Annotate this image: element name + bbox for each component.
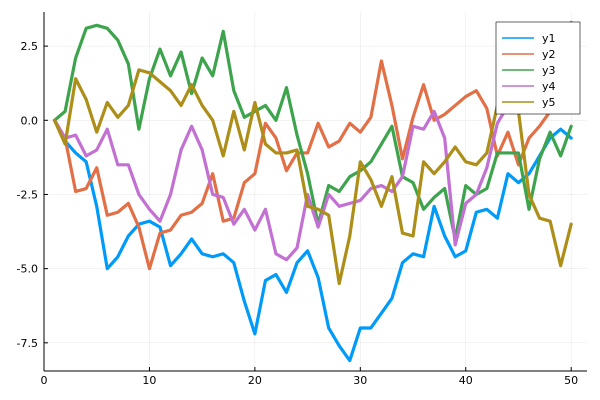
- series-line-y2: [52, 59, 573, 271]
- y-tick-label: -7.5: [17, 337, 38, 350]
- legend-box: [495, 21, 581, 115]
- legend-label-y2: y2: [542, 48, 556, 61]
- y-tick-label: 2.5: [21, 40, 39, 53]
- x-tick-label: 0: [41, 374, 48, 387]
- x-tick-label: 40: [459, 374, 473, 387]
- x-tick-label: 10: [142, 374, 156, 387]
- y-tick-label: 0.0: [21, 114, 39, 127]
- axes: 0 10 20 30 40 50 2.5 0.0 -2.5 -5.0 -7.5: [17, 12, 587, 387]
- legend-label-y4: y4: [542, 80, 556, 93]
- legend: y1 y2 y3 y4 y5: [495, 21, 581, 115]
- series-line-y1: [52, 118, 573, 363]
- series-group: [52, 20, 573, 363]
- series-line-y5: [52, 68, 573, 286]
- series-line-y4: [52, 20, 573, 262]
- x-tick-label: 50: [564, 374, 578, 387]
- legend-label-y3: y3: [542, 64, 556, 77]
- x-tick-label: 20: [248, 374, 262, 387]
- x-tick-label: 30: [353, 374, 367, 387]
- series-line-y3: [52, 23, 573, 241]
- legend-label-y1: y1: [542, 32, 556, 45]
- y-tick-label: -2.5: [17, 188, 38, 201]
- legend-label-y5: y5: [542, 96, 556, 109]
- y-tick-label: -5.0: [17, 263, 38, 276]
